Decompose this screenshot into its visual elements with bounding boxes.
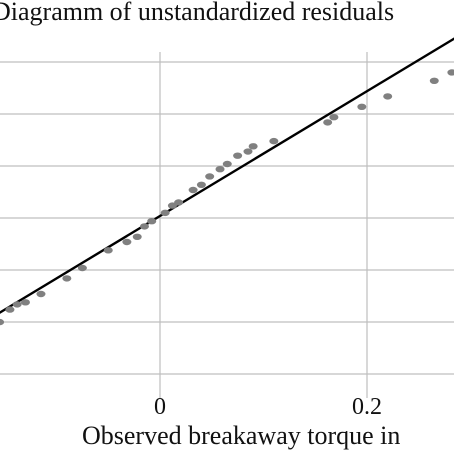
data-point (357, 103, 367, 111)
data-point (447, 69, 454, 76)
data-point (139, 223, 149, 230)
data-point (12, 301, 22, 308)
data-point (160, 209, 170, 217)
data-point (36, 290, 46, 298)
data-point (5, 306, 15, 313)
data-point (62, 275, 72, 282)
data-point (233, 152, 243, 159)
data-point (323, 119, 333, 126)
data-point (20, 299, 30, 306)
data-point (132, 233, 142, 240)
x-tick-label: 0.2 (352, 394, 382, 420)
data-point (205, 173, 215, 180)
data-point (174, 199, 184, 206)
data-point (222, 160, 232, 168)
data-point (188, 186, 198, 194)
data-point (103, 247, 113, 254)
data-point (248, 143, 258, 150)
data-point (147, 218, 157, 225)
grid (0, 52, 454, 398)
chart-title: Diagramm of unstandardized residuals (0, 0, 395, 26)
data-point (383, 93, 393, 100)
data-point (329, 114, 339, 121)
x-tick-label: 0 (154, 394, 166, 420)
data-point (215, 166, 225, 173)
trend-line-layer (0, 37, 454, 314)
x-axis-label: Observed breakaway torque in (82, 421, 401, 450)
data-point (77, 264, 87, 272)
data-point (243, 148, 253, 155)
trend-line (0, 37, 454, 314)
data-point (0, 318, 5, 326)
data-points (0, 69, 454, 326)
data-point (167, 202, 177, 209)
data-point (429, 77, 439, 85)
data-point (269, 137, 279, 145)
data-point (122, 238, 132, 246)
data-point (196, 181, 206, 188)
